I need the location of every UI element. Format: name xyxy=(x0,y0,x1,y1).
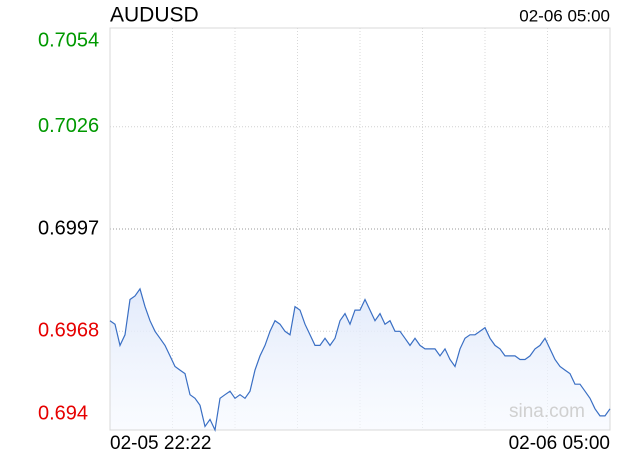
timestamp: 02-06 05:00 xyxy=(519,6,610,25)
plot-frame xyxy=(109,27,611,431)
y-tick-label: 0.7026 xyxy=(38,115,99,137)
watermark: sina.com xyxy=(509,401,585,422)
y-tick-label: 0.6968 xyxy=(38,320,99,342)
price-line xyxy=(109,287,611,433)
chart-title: AUDUSD xyxy=(110,4,199,27)
area xyxy=(110,288,610,430)
y-tick-label: 0.694 xyxy=(38,402,88,424)
y-tick-label: 0.6997 xyxy=(38,217,99,239)
y-tick-label: 0.7054 xyxy=(38,29,99,51)
x-end-label: 02-06 05:00 xyxy=(509,433,610,454)
x-start-label: 02-05 22:22 xyxy=(110,433,211,454)
